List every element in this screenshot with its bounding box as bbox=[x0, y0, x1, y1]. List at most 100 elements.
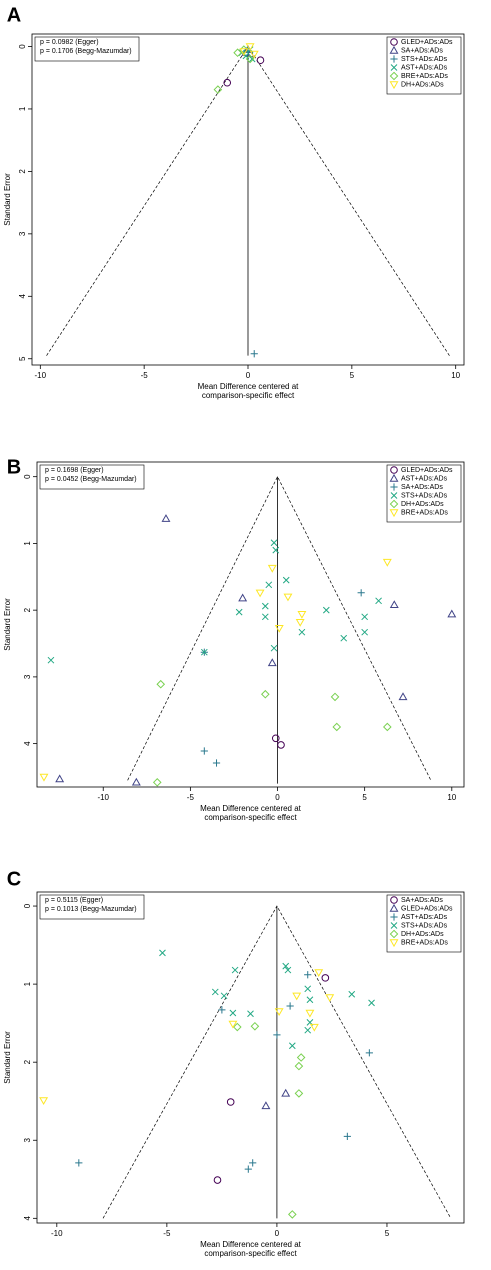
y-tick-label: 2 bbox=[23, 1059, 32, 1064]
panel-label: C bbox=[7, 868, 21, 890]
legend-label: DH+ADs:ADs bbox=[401, 81, 444, 88]
data-point bbox=[244, 1165, 252, 1173]
annotation: p = 0.0982 (Egger) bbox=[40, 39, 99, 46]
legend-marker bbox=[389, 509, 399, 518]
data-point bbox=[270, 539, 278, 547]
legend-marker bbox=[390, 492, 398, 499]
data-point bbox=[261, 689, 270, 699]
data-point bbox=[159, 949, 166, 957]
data-point bbox=[218, 1006, 226, 1014]
data-point bbox=[282, 576, 290, 584]
data-point bbox=[238, 593, 248, 602]
data-point bbox=[298, 628, 306, 636]
y-tick-label: 1 bbox=[23, 981, 32, 986]
legend-label: DH+ADs:ADs bbox=[401, 931, 444, 938]
legend-label: GLED+ADs:ADs bbox=[401, 39, 453, 46]
panel-label: B bbox=[7, 456, 21, 478]
legend-label: BRE+ADs:ADs bbox=[401, 509, 448, 516]
data-point bbox=[231, 966, 239, 974]
data-point bbox=[294, 1061, 304, 1071]
data-point bbox=[161, 514, 171, 522]
data-point bbox=[256, 56, 265, 65]
x-tick-label: 5 bbox=[350, 371, 355, 380]
data-point bbox=[288, 1042, 296, 1050]
data-point bbox=[284, 966, 292, 974]
y-axis-label: Standard Error bbox=[3, 173, 12, 226]
x-tick-label: 5 bbox=[385, 1229, 390, 1238]
panel: A -10 -5 0 5 10 0 1 2 3 4 5 Mean Difference centered… bbox=[3, 4, 465, 400]
data-point bbox=[343, 1132, 351, 1140]
annotation-box bbox=[34, 36, 140, 62]
data-point bbox=[294, 1089, 304, 1098]
data-point bbox=[200, 648, 208, 656]
y-tick-label: 0 bbox=[23, 474, 32, 479]
data-point bbox=[305, 1009, 315, 1018]
plot-frame bbox=[36, 891, 465, 1224]
legend-label: AST+ADs:ADs bbox=[401, 64, 448, 71]
data-point bbox=[282, 962, 290, 970]
legend-marker bbox=[389, 499, 399, 509]
x-axis-label: comparison-specific effect bbox=[204, 813, 297, 822]
legend-label: BRE+ADs:ADs bbox=[401, 939, 448, 946]
data-point bbox=[235, 608, 243, 616]
y-tick-label: 3 bbox=[23, 1137, 32, 1142]
data-point bbox=[220, 992, 228, 1000]
x-tick-label: -10 bbox=[97, 793, 109, 802]
data-point bbox=[322, 606, 330, 614]
data-point bbox=[261, 602, 269, 610]
data-point bbox=[274, 1008, 284, 1017]
data-point bbox=[314, 969, 324, 978]
legend-marker bbox=[389, 473, 399, 482]
legend-marker bbox=[389, 45, 399, 54]
data-point bbox=[281, 1088, 291, 1097]
funnel-line bbox=[127, 475, 432, 781]
annotation: p = 0.1706 (Begg-Mazumdar) bbox=[40, 48, 132, 55]
data-point bbox=[247, 1010, 254, 1018]
data-point bbox=[273, 1031, 281, 1039]
data-point bbox=[261, 613, 269, 621]
x-tick-label: -5 bbox=[187, 793, 195, 802]
legend-label: STS+ADs:ADs bbox=[401, 56, 448, 63]
legend-marker bbox=[389, 903, 399, 912]
data-point bbox=[286, 1002, 294, 1010]
data-point bbox=[229, 1009, 237, 1017]
panel: C -10 -5 0 5 0 1 2 3 4 Mean Difference centered at… bbox=[3, 868, 465, 1258]
legend-box bbox=[386, 36, 462, 95]
legend-marker bbox=[389, 81, 399, 90]
x-tick-label: -10 bbox=[35, 371, 47, 380]
data-point bbox=[131, 777, 141, 786]
data-point bbox=[47, 656, 55, 664]
y-tick-label: 1 bbox=[18, 106, 27, 111]
data-point bbox=[361, 613, 369, 621]
x-axis-label: comparison-specific effect bbox=[202, 391, 295, 400]
data-point bbox=[249, 50, 259, 59]
y-tick-label: 0 bbox=[18, 44, 27, 49]
data-point bbox=[270, 644, 278, 652]
legend-label: BRE+ADs:ADs bbox=[401, 73, 448, 80]
data-point bbox=[245, 54, 255, 64]
data-point bbox=[348, 990, 356, 998]
data-point bbox=[304, 985, 312, 993]
data-point bbox=[211, 988, 219, 996]
data-point bbox=[245, 43, 255, 52]
data-point bbox=[75, 1159, 83, 1167]
data-point bbox=[249, 1159, 257, 1167]
data-point bbox=[267, 564, 277, 573]
annotation: p = 0.1698 (Egger) bbox=[45, 467, 104, 474]
data-point bbox=[213, 85, 223, 94]
data-point bbox=[297, 610, 307, 619]
data-point bbox=[55, 774, 65, 783]
legend-label: AST+ADs:ADs bbox=[401, 475, 448, 482]
legend-label: STS+ADs:ADs bbox=[401, 492, 448, 499]
legend-marker bbox=[390, 913, 398, 921]
data-point bbox=[398, 692, 408, 701]
data-point bbox=[383, 722, 392, 732]
y-tick-label: 4 bbox=[23, 1216, 32, 1221]
y-tick-label: 4 bbox=[18, 294, 27, 299]
data-point bbox=[39, 1097, 49, 1106]
legend-marker bbox=[390, 38, 398, 46]
legend-label: SA+ADs:ADs bbox=[401, 47, 443, 54]
data-point bbox=[152, 778, 162, 787]
legend-marker bbox=[389, 929, 399, 939]
